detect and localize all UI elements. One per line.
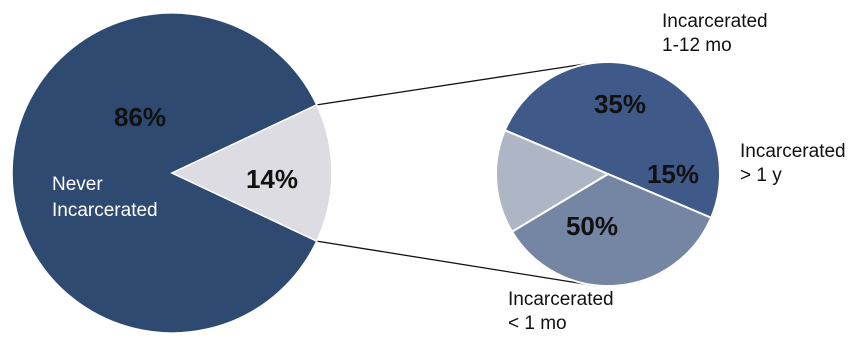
main-value-label-never-incarcerated: 86% (114, 102, 166, 132)
main-pie (11, 12, 333, 334)
main-category-label-never-incarcerated: Never Incarcerated (52, 174, 158, 221)
main-value-label-other: 14% (246, 164, 298, 194)
connector-lines (316, 61, 599, 287)
main-slice-slice-1 (170, 103, 333, 243)
sub-category-label-incarcerated-1-12-mo: Incarcerated 1-12 mo (662, 11, 768, 56)
sub-value-label-incarcerated-1-y: 15% (647, 159, 699, 189)
main-slice-never-incarcerated (11, 12, 318, 334)
sub-slice-incarcerated-1-mo (503, 61, 721, 220)
breakdown-pie (495, 61, 721, 287)
sub-value-label-incarcerated-1-12-mo: 35% (594, 89, 646, 119)
connector-line-bottom (316, 240, 598, 287)
sub-category-label-incarcerated-1-mo: Incarcerated < 1 mo (508, 289, 614, 334)
sub-category-label-incarcerated-1-y: Incarcerated > 1 y (740, 141, 846, 186)
connector-line-top (316, 61, 599, 106)
sub-slice-incarcerated-1-y (495, 128, 611, 234)
chart-labels: 86% 14% Never Incarcerated 50% 35% 15% Incarcer… (52, 11, 846, 334)
sub-value-label-incarcerated-1-mo: 50% (566, 211, 618, 241)
